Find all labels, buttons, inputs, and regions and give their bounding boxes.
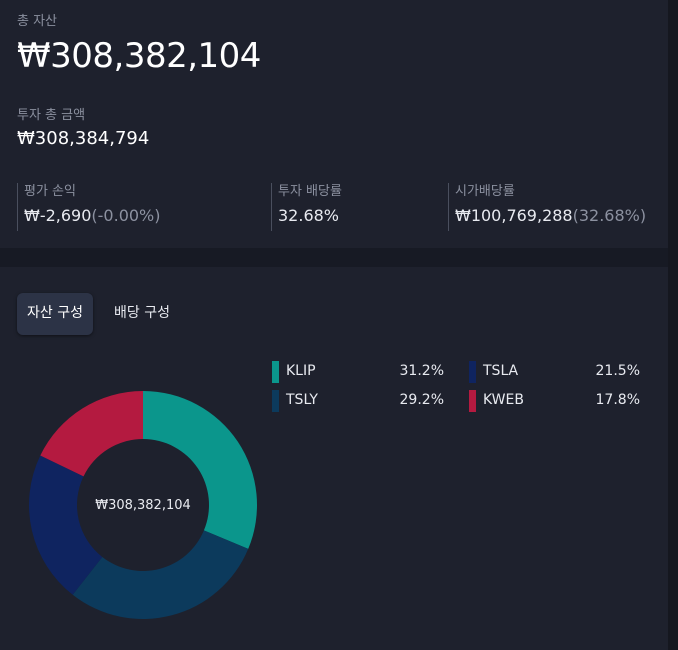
legend-percent: 17.8%	[595, 392, 640, 408]
donut-slice-kweb[interactable]	[40, 391, 143, 477]
stat-label: 평가 손익	[24, 184, 76, 199]
stat-value: 32.68%	[278, 206, 342, 225]
scrollbar-track[interactable]	[668, 0, 678, 650]
donut-slice-tsly[interactable]	[72, 530, 249, 619]
stat-market-dividend: 시가배당률 ₩100,769,288(32.68%)	[448, 183, 646, 231]
stat-main-value: ₩-2,690	[24, 206, 92, 225]
total-assets-value: ₩308,382,104	[17, 36, 261, 76]
legend-item-tsla: TSLA 21.5%	[469, 361, 640, 383]
stat-sub-value: (32.68%)	[572, 206, 647, 225]
legend-percent: 21.5%	[595, 363, 640, 379]
stat-sub-value: (-0.00%)	[91, 206, 161, 225]
stat-label: 투자 배당률	[278, 184, 342, 199]
stat-profit-loss: 평가 손익 ₩-2,690(-0.00%)	[17, 183, 161, 231]
asset-donut-chart: ₩308,382,104	[29, 391, 257, 619]
stat-value: ₩-2,690(-0.00%)	[24, 206, 161, 225]
legend-swatch	[469, 390, 476, 412]
total-invested-label: 투자 총 금액	[17, 108, 86, 123]
donut-slice-klip[interactable]	[143, 391, 257, 549]
donut-slice-tsla[interactable]	[29, 455, 103, 595]
total-assets-label: 총 자산	[17, 14, 58, 29]
stat-main-value: 32.68%	[278, 206, 340, 225]
total-invested-value: ₩308,384,794	[17, 128, 150, 149]
tab-dividend-composition[interactable]: 배당 구성	[114, 305, 170, 321]
legend-swatch	[469, 361, 476, 383]
stat-dividend-rate: 투자 배당률 32.68%	[271, 183, 342, 231]
legend-name: KLIP	[286, 363, 316, 379]
legend-swatch	[272, 361, 279, 383]
tab-asset-composition[interactable]: 자산 구성	[17, 293, 93, 335]
legend-item-klip: KLIP 31.2%	[272, 361, 444, 383]
stat-main-value: ₩100,769,288	[455, 206, 573, 225]
legend-swatch	[272, 390, 279, 412]
legend-item-kweb: KWEB 17.8%	[469, 390, 640, 412]
donut-center-label: ₩308,382,104	[95, 498, 191, 513]
legend-name: TSLA	[483, 363, 519, 379]
stat-label: 시가배당률	[455, 184, 515, 199]
legend-percent: 31.2%	[399, 363, 444, 379]
asset-summary-card	[0, 0, 668, 248]
legend-name: KWEB	[483, 392, 524, 408]
legend-name: TSLY	[286, 392, 318, 408]
stat-value: ₩100,769,288(32.68%)	[455, 206, 646, 225]
legend-percent: 29.2%	[399, 392, 444, 408]
legend-item-tsly: TSLY 29.2%	[272, 390, 444, 412]
